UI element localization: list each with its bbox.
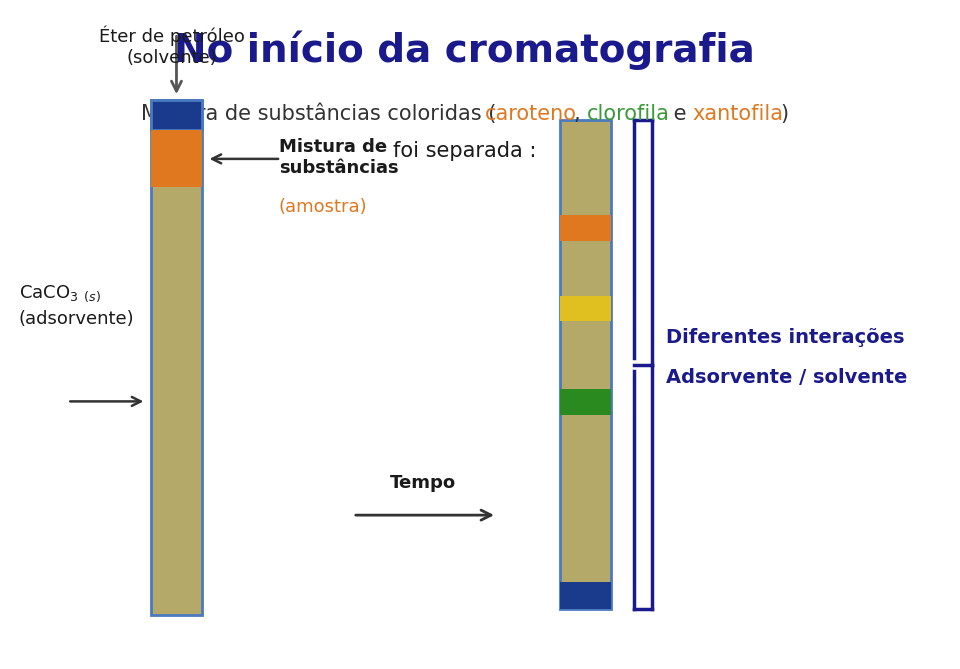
Text: ,: , [574,104,587,124]
Text: e: e [667,104,693,124]
Text: Tempo: Tempo [390,474,456,492]
Text: (amostra): (amostra) [278,199,368,216]
Text: Adsorvente / solvente: Adsorvente / solvente [666,369,908,387]
Text: clorofila: clorofila [587,104,669,124]
Text: Mistura de
substâncias: Mistura de substâncias [278,138,398,177]
Text: ): ) [780,104,788,124]
Text: (adsorvente): (adsorvente) [18,310,134,328]
Text: No início da cromatografia: No início da cromatografia [174,30,755,70]
FancyBboxPatch shape [151,100,202,130]
FancyBboxPatch shape [151,130,202,187]
FancyBboxPatch shape [560,582,611,609]
FancyBboxPatch shape [560,389,611,415]
Text: Éter de petróleo
(solvente): Éter de petróleo (solvente) [99,25,245,67]
Text: foi separada :: foi separada : [393,140,536,161]
FancyBboxPatch shape [560,296,611,321]
Text: Mistura de substâncias coloridas (: Mistura de substâncias coloridas ( [141,104,496,124]
Text: CaCO$_3$ $_{(s)}$: CaCO$_3$ $_{(s)}$ [18,284,101,304]
Text: caroteno: caroteno [485,104,577,124]
FancyBboxPatch shape [560,120,611,609]
FancyBboxPatch shape [560,215,611,241]
FancyBboxPatch shape [151,100,202,615]
Text: Diferentes interações: Diferentes interações [666,328,905,347]
Text: xantofila: xantofila [692,104,783,124]
